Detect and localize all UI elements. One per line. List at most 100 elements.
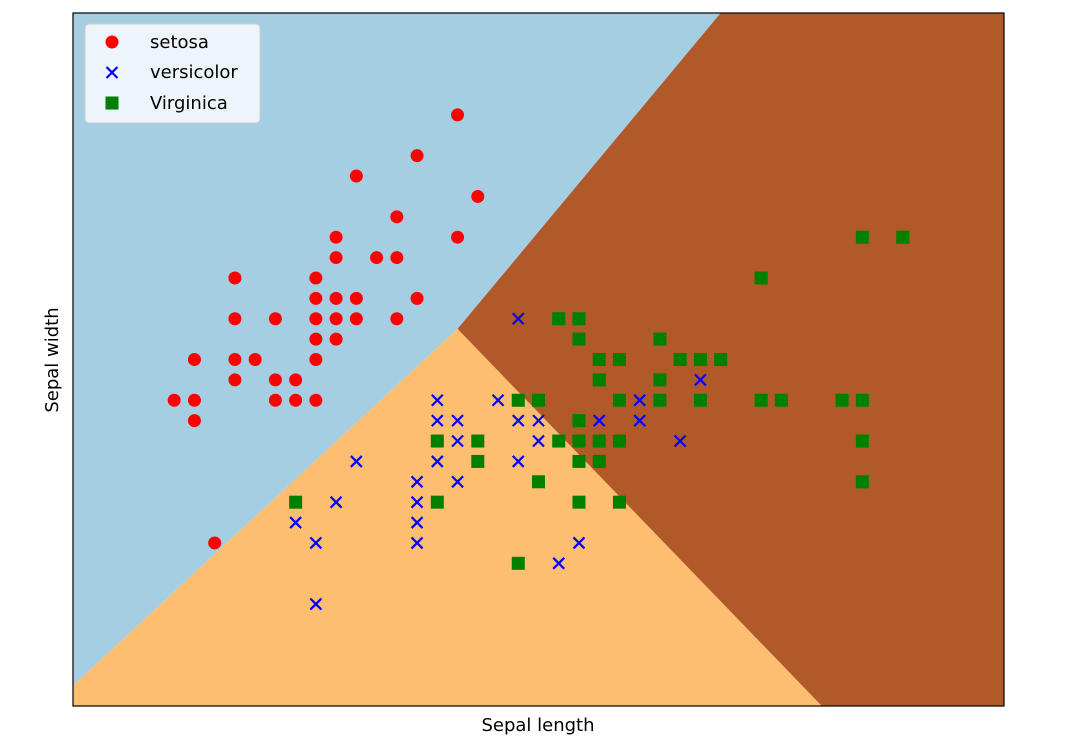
setosa-point [248,353,262,366]
virginica-point [572,454,586,468]
virginica-point [572,414,586,428]
versicolor-point [309,597,323,611]
legend-label-setosa: setosa [150,32,209,53]
virginica-point [430,434,444,448]
virginica-point [572,434,586,448]
setosa-point [187,414,201,428]
virginica-point [653,332,667,346]
virginica-point [572,495,586,509]
virginica-point [855,230,869,244]
versicolor-point [350,455,363,468]
virginica-point [774,393,788,407]
virginica-point [612,393,626,407]
setosa-point [309,353,323,366]
versicolor-point [633,414,646,427]
virginica-point [612,353,626,366]
setosa-point [370,251,384,265]
virginica-point [511,556,525,570]
versicolor-point [511,455,525,468]
virginica-point [673,353,687,366]
virginica-point [471,454,485,468]
versicolor-point [673,434,687,448]
setosa-point [289,393,303,407]
legend: setosa versicolor Virginica [84,23,261,124]
setosa-point [349,169,363,183]
virginica-point [572,312,586,326]
virginica-point [653,373,667,387]
setosa-point [228,353,242,366]
setosa-point [410,149,424,163]
virginica-point [754,393,768,407]
setosa-point [390,251,404,265]
virginica-point [552,312,566,326]
versicolor-point [309,536,323,550]
legend-box [84,23,261,124]
versicolor-point [552,557,566,570]
virginica-point [835,393,849,407]
plot-frame [72,12,1005,707]
virginica-point [532,393,545,407]
virginica-point [532,475,545,489]
setosa-point [289,373,303,387]
virginica-point [511,393,525,407]
versicolor-point [532,414,545,427]
setosa-point [268,312,282,326]
setosa-point [329,332,343,346]
versicolor-point [410,495,424,509]
y-axis-label: Sepal width [42,307,63,412]
versicolor-point [572,536,586,550]
versicolor-point [592,414,606,427]
setosa-point [471,189,485,203]
setosa-point [309,271,323,285]
setosa-point [451,230,465,244]
setosa-point [167,393,181,407]
versicolor-point [511,414,525,427]
setosa-point [228,373,242,387]
virginica-point [430,495,444,509]
virginica-point [714,353,728,366]
data-points [167,108,910,611]
virginica-point [855,393,869,407]
virginica-point [289,495,303,509]
legend-marker-versicolor [105,66,119,79]
versicolor-point [431,455,444,468]
setosa-point [268,393,282,407]
setosa-point [390,210,404,224]
decision-regions [73,13,1004,706]
setosa-point [309,312,323,326]
versicolor-point [633,393,646,407]
versicolor-point [511,312,525,326]
region-setosa [73,13,721,686]
versicolor-point [410,536,424,550]
versicolor-point [694,373,707,387]
versicolor-point [451,414,464,427]
versicolor-point [451,434,464,448]
setosa-point [309,393,323,407]
setosa-point [451,108,465,122]
setosa-point [329,291,343,305]
versicolor-point [431,393,444,407]
region-virginica [457,13,1004,706]
region-versicolor [73,328,822,706]
setosa-point [228,312,242,326]
virginica-point [552,434,566,448]
setosa-point [309,291,323,305]
versicolor-point [410,475,424,489]
virginica-point [855,434,869,448]
virginica-point [592,373,606,387]
legend-label-virginica: Virginica [150,93,228,114]
versicolor-point [491,393,505,407]
x-axis-label: Sepal length [481,715,594,736]
virginica-point [896,230,910,244]
setosa-point [187,393,201,407]
setosa-point [349,312,363,326]
virginica-point [693,393,707,407]
virginica-point [653,393,667,407]
versicolor-point [329,495,343,509]
setosa-point [329,230,343,244]
setosa-point [390,312,404,326]
setosa-point [329,312,343,326]
legend-marker-setosa [105,35,119,49]
virginica-point [612,495,626,509]
virginica-point [572,332,586,346]
